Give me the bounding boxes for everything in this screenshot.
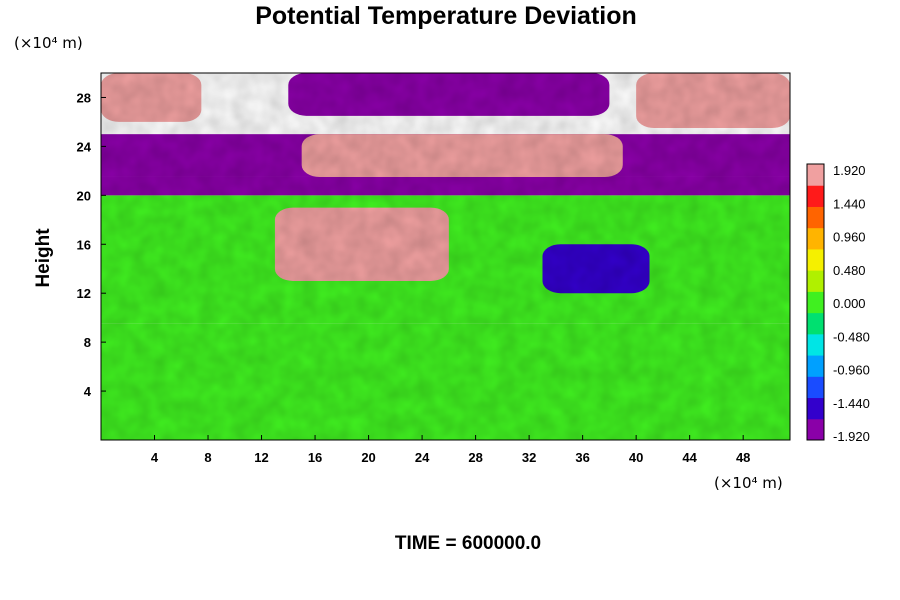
colorbar-label: -1.440: [833, 396, 870, 411]
x-tick-label: 4: [151, 450, 159, 465]
y-tick-label: 12: [77, 286, 91, 301]
x-tick-label: 8: [204, 450, 211, 465]
colorbar-label: -0.480: [833, 329, 870, 344]
x-tick-label: 28: [468, 450, 482, 465]
x-tick-label: 24: [415, 450, 430, 465]
y-axis-ticks: 4 8 12 16 20 24 28: [77, 90, 106, 399]
field-texture: [101, 73, 790, 440]
colorbar-band: [807, 291, 824, 314]
y-tick-label: 4: [84, 384, 92, 399]
colorbar-labels: 1.920 1.440 0.960 0.480 0.000 -0.480 -0.960 -1.…: [833, 163, 870, 444]
colorbar-label: 0.000: [833, 296, 866, 311]
y-tick-label: 28: [77, 90, 91, 105]
x-tick-label: 12: [254, 450, 268, 465]
y-axis-units: (×10⁴ m): [14, 34, 83, 52]
colorbar-band: [807, 248, 824, 271]
colorbar-band: [807, 312, 824, 335]
colorbar-band: [807, 397, 824, 420]
x-tick-label: 20: [361, 450, 375, 465]
colorbar-band: [807, 355, 824, 377]
colorbar-band: [807, 376, 824, 399]
y-tick-label: 20: [77, 188, 91, 203]
x-tick-label: 40: [629, 450, 643, 465]
colorbar-label: 1.440: [833, 196, 866, 211]
colorbar-label: 1.920: [833, 163, 866, 178]
plot-frame: [100, 72, 791, 441]
colorbar-band: [807, 164, 824, 186]
colorbar: 1.920 1.440 0.960 0.480 0.000 -0.480 -0.960 -1.…: [806, 163, 870, 444]
y-tick-label: 24: [77, 139, 92, 154]
colorbar-label: 0.480: [833, 263, 866, 278]
time-label: TIME = 600000.0: [395, 533, 541, 554]
x-tick-label: 32: [522, 450, 536, 465]
colorbar-band: [807, 333, 824, 356]
colorbar-band: [807, 227, 824, 250]
colorbar-label: -0.960: [833, 363, 870, 378]
y-tick-label: 16: [77, 237, 91, 252]
colorbar-band: [807, 270, 824, 292]
y-axis-label: Height: [33, 228, 54, 288]
x-axis-ticks: 4 8 12 16 20 24 28 32 36 40 44 48: [151, 435, 750, 465]
x-tick-label: 44: [682, 450, 697, 465]
y-tick-label: 8: [84, 335, 91, 350]
colorbar-label: 0.960: [833, 230, 866, 245]
x-tick-label: 48: [736, 450, 750, 465]
heatmap-field: [101, 73, 790, 440]
colorbar-band: [807, 418, 824, 441]
colorbar-label: -1.920: [833, 429, 870, 444]
x-tick-label: 36: [575, 450, 589, 465]
colorbar-frame: [806, 163, 825, 441]
colorbar-bands: [807, 164, 824, 441]
chart-title: Potential Temperature Deviation: [255, 2, 637, 30]
x-tick-label: 16: [308, 450, 322, 465]
colorbar-band: [807, 185, 824, 207]
x-axis-units: (×10⁴ m): [714, 474, 783, 492]
colorbar-band: [807, 206, 824, 229]
